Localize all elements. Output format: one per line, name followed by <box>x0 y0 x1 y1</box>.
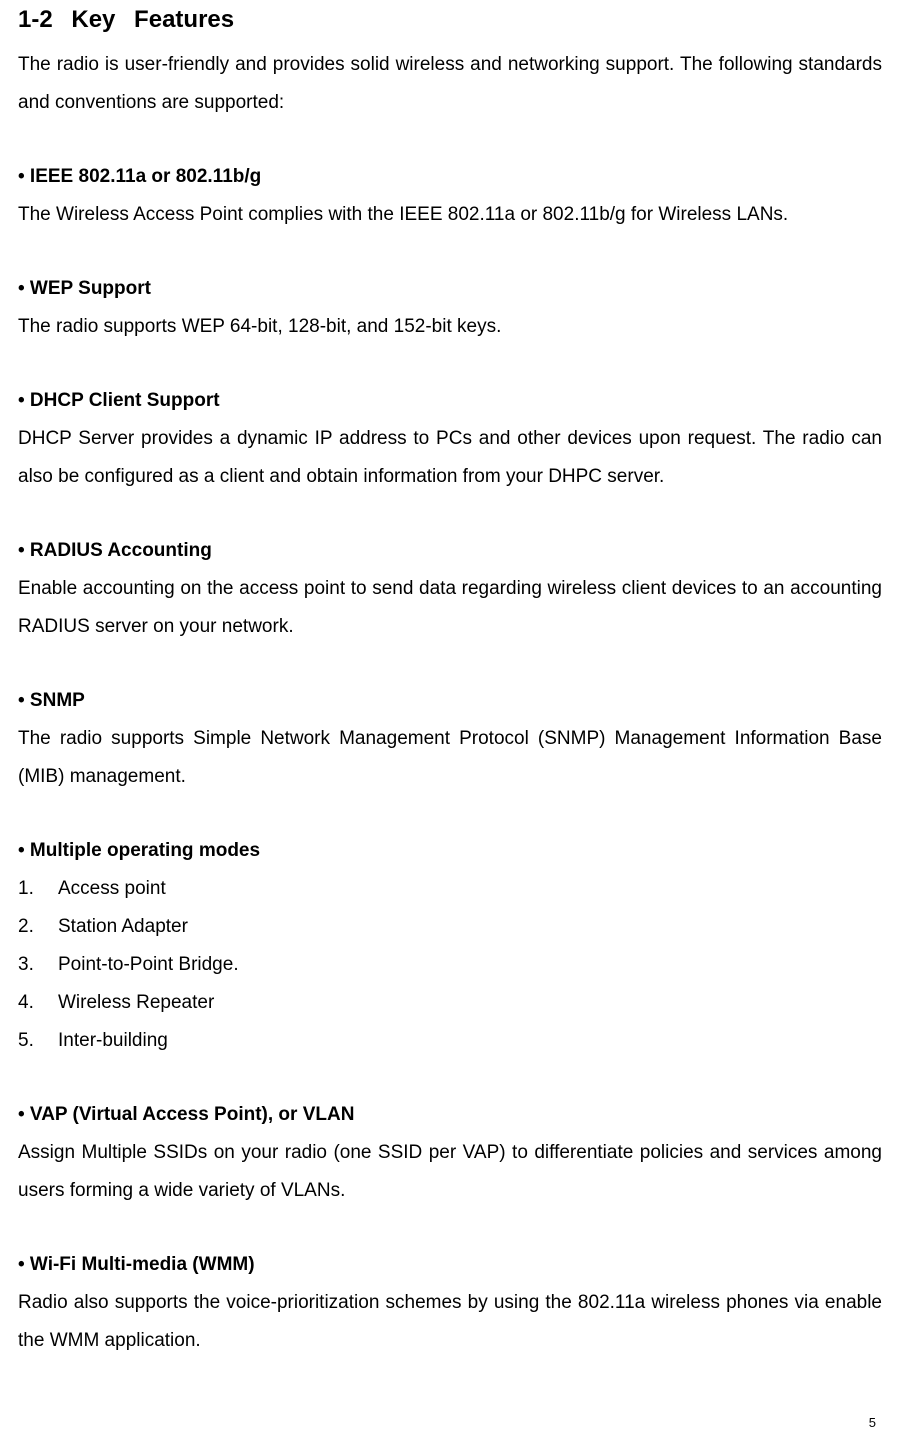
list-item: Access point <box>18 870 882 908</box>
list-item: Point-to-Point Bridge. <box>18 946 882 984</box>
section-heading: 1-2 Key Features <box>18 6 882 34</box>
feature-title: • WEP Support <box>18 270 882 308</box>
feature-title: • Multiple operating modes <box>18 832 882 870</box>
feature-description: The radio supports WEP 64-bit, 128-bit, … <box>18 308 882 346</box>
feature-ieee: • IEEE 802.11a or 802.11b/g The Wireless… <box>18 158 882 234</box>
section-number: 1-2 <box>18 6 53 33</box>
feature-description: DHCP Server provides a dynamic IP addres… <box>18 420 882 496</box>
feature-snmp: • SNMP The radio supports Simple Network… <box>18 682 882 796</box>
feature-description: The Wireless Access Point complies with … <box>18 196 882 234</box>
feature-wmm: • Wi-Fi Multi-media (WMM) Radio also sup… <box>18 1246 882 1360</box>
operating-modes-list: Access point Station Adapter Point-to-Po… <box>18 870 882 1060</box>
feature-title: • DHCP Client Support <box>18 382 882 420</box>
feature-title: • SNMP <box>18 682 882 720</box>
list-item: Station Adapter <box>18 908 882 946</box>
feature-description: Enable accounting on the access point to… <box>18 570 882 646</box>
section-title: Key Features <box>71 6 234 33</box>
feature-radius: • RADIUS Accounting Enable accounting on… <box>18 532 882 646</box>
feature-title: • Wi-Fi Multi-media (WMM) <box>18 1246 882 1284</box>
feature-vap: • VAP (Virtual Access Point), or VLAN As… <box>18 1096 882 1210</box>
feature-title: • RADIUS Accounting <box>18 532 882 570</box>
feature-description: Radio also supports the voice-prioritiza… <box>18 1284 882 1360</box>
page-number: 5 <box>869 1415 876 1430</box>
feature-title: • IEEE 802.11a or 802.11b/g <box>18 158 882 196</box>
feature-description: The radio supports Simple Network Manage… <box>18 720 882 796</box>
intro-paragraph: The radio is user-friendly and provides … <box>18 46 882 122</box>
feature-wep: • WEP Support The radio supports WEP 64-… <box>18 270 882 346</box>
feature-description: Assign Multiple SSIDs on your radio (one… <box>18 1134 882 1210</box>
feature-title: • VAP (Virtual Access Point), or VLAN <box>18 1096 882 1134</box>
list-item: Inter-building <box>18 1022 882 1060</box>
feature-modes: • Multiple operating modes Access point … <box>18 832 882 1060</box>
list-item: Wireless Repeater <box>18 984 882 1022</box>
feature-dhcp: • DHCP Client Support DHCP Server provid… <box>18 382 882 496</box>
